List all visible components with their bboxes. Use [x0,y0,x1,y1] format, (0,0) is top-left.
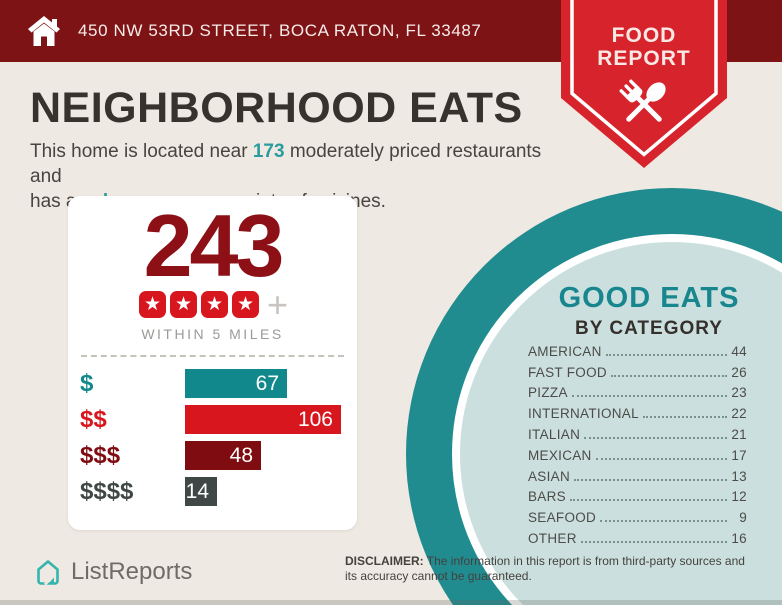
category-label: ITALIAN [528,426,581,442]
star-icon: ★ [200,291,228,318]
price-tier-row: $$$ 48 [80,441,357,470]
category-row: ASIAN 13 [528,463,747,484]
star-icon: ★ [138,291,166,318]
dotted-leader [569,499,727,502]
category-count: 44 [731,343,747,359]
dotted-leader [580,540,727,543]
category-label: ASIAN [528,468,571,484]
category-label: PIZZA [528,385,568,401]
category-count: 16 [731,530,747,546]
price-tier-bar: 106 [185,405,341,434]
subtitle-text: moderately priced restaurants and [30,141,542,187]
category-label: OTHER [528,530,577,546]
food-report-ribbon: FOOD REPORT [561,0,727,170]
dotted-leader [584,436,727,439]
category-count: 9 [739,510,747,526]
category-count: 23 [731,385,747,401]
dashed-divider [81,355,344,357]
category-count: 26 [731,364,747,380]
disclaimer-label: DISCLAIMER: [345,554,424,568]
listreports-logo: ListReports [33,557,192,587]
listreports-house-icon [37,560,59,586]
price-tier-row: $67 [80,369,357,398]
brand-name: ListReports [71,558,193,585]
price-tier-bar: 14 [185,477,217,506]
category-list: AMERICAN 44 FAST FOOD 26 PIZZA 23 INTERNATIONA… [528,338,747,546]
good-eats-circle: GOOD EATS BY CATEGORY AMERICAN 44 FAST FOO… [452,234,782,605]
dotted-leader [605,353,727,356]
price-tier-value: 67 [255,371,279,395]
category-row: PIZZA 23 [528,380,747,401]
category-label: MEXICAN [528,447,592,463]
price-tier-bar: 67 [185,369,287,398]
dotted-leader [610,374,727,377]
category-label: INTERNATIONAL [528,406,639,422]
star-icon: ★ [231,291,259,318]
dotted-leader [574,478,727,481]
category-row: MEXICAN 17 [528,442,747,463]
radius-caption: WITHIN 5 MILES [141,326,284,342]
category-row: FAST FOOD 26 [528,359,747,380]
category-row: INTERNATIONAL 22 [528,400,747,421]
category-label: AMERICAN [528,343,602,359]
ribbon-shape [561,0,727,168]
price-tier-value: 14 [185,479,209,503]
ribbon-line1: FOOD [611,24,677,47]
price-tier-label: $$$$ [80,477,134,505]
spoon-fork-icon [619,79,666,122]
price-tier-label: $$$ [80,441,121,469]
category-count: 21 [731,426,747,442]
category-row: SEAFOOD 9 [528,504,747,525]
price-tier-row: $$$$ 14 [80,477,357,506]
dotted-leader [600,520,727,523]
price-tier-bar: 48 [185,441,261,470]
property-address: 450 NW 53RD STREET, BOCA RATON, FL 33487 [78,21,482,40]
dotted-leader [642,416,727,419]
home-icon [28,16,60,46]
category-count: 22 [731,406,747,422]
subtitle-text: This home is located near [30,141,253,162]
category-label: FAST FOOD [528,364,607,380]
star-icon: ★ [169,291,197,318]
good-eats-title: GOOD EATS [558,282,740,314]
dotted-leader [571,395,727,398]
star-tiles-container: ★ ★ ★ ★ [137,291,261,318]
category-count: 17 [731,447,747,463]
category-row: ITALIAN 21 [528,421,747,442]
category-row: AMERICAN 44 [528,338,747,359]
dotted-leader [595,457,727,460]
page-title: NEIGHBORHOOD EATS [30,84,523,132]
plus-sign: + [266,284,289,325]
price-tier-label: $$ [80,405,107,433]
category-count: 12 [731,489,747,505]
price-tier-value: 48 [229,443,253,467]
restaurant-count-highlight: 173 [252,141,285,162]
good-eats-heading: GOOD EATS BY CATEGORY [460,282,782,340]
category-row: BARS 12 [528,484,747,505]
disclaimer-text: The information in this report is from t… [345,554,745,583]
ribbon-title: FOOD REPORT [561,24,727,70]
star-rating: ★ ★ ★ ★ + [68,284,357,325]
category-row: OTHER 16 [528,525,747,546]
category-label: SEAFOOD [528,510,597,526]
good-eats-subtitle: BY CATEGORY [575,318,723,339]
category-label: BARS [528,489,566,505]
restaurant-summary-card: 243 ★ ★ ★ ★ + WITHIN 5 MILES $67 $$ 106 $$$ 48 $… [68,196,357,530]
price-tier-value: 106 [297,407,333,431]
price-bars: $67 $$ 106 $$$ 48 $$$$ 14 [68,369,357,506]
ribbon-line2: REPORT [597,47,691,70]
bottom-border-strip [0,600,782,605]
category-count: 13 [731,468,747,484]
price-tier-label: $ [80,369,94,397]
price-tier-row: $$ 106 [80,405,357,434]
disclaimer: DISCLAIMER: The information in this repo… [345,554,747,583]
total-restaurant-count: 243 [143,196,285,295]
